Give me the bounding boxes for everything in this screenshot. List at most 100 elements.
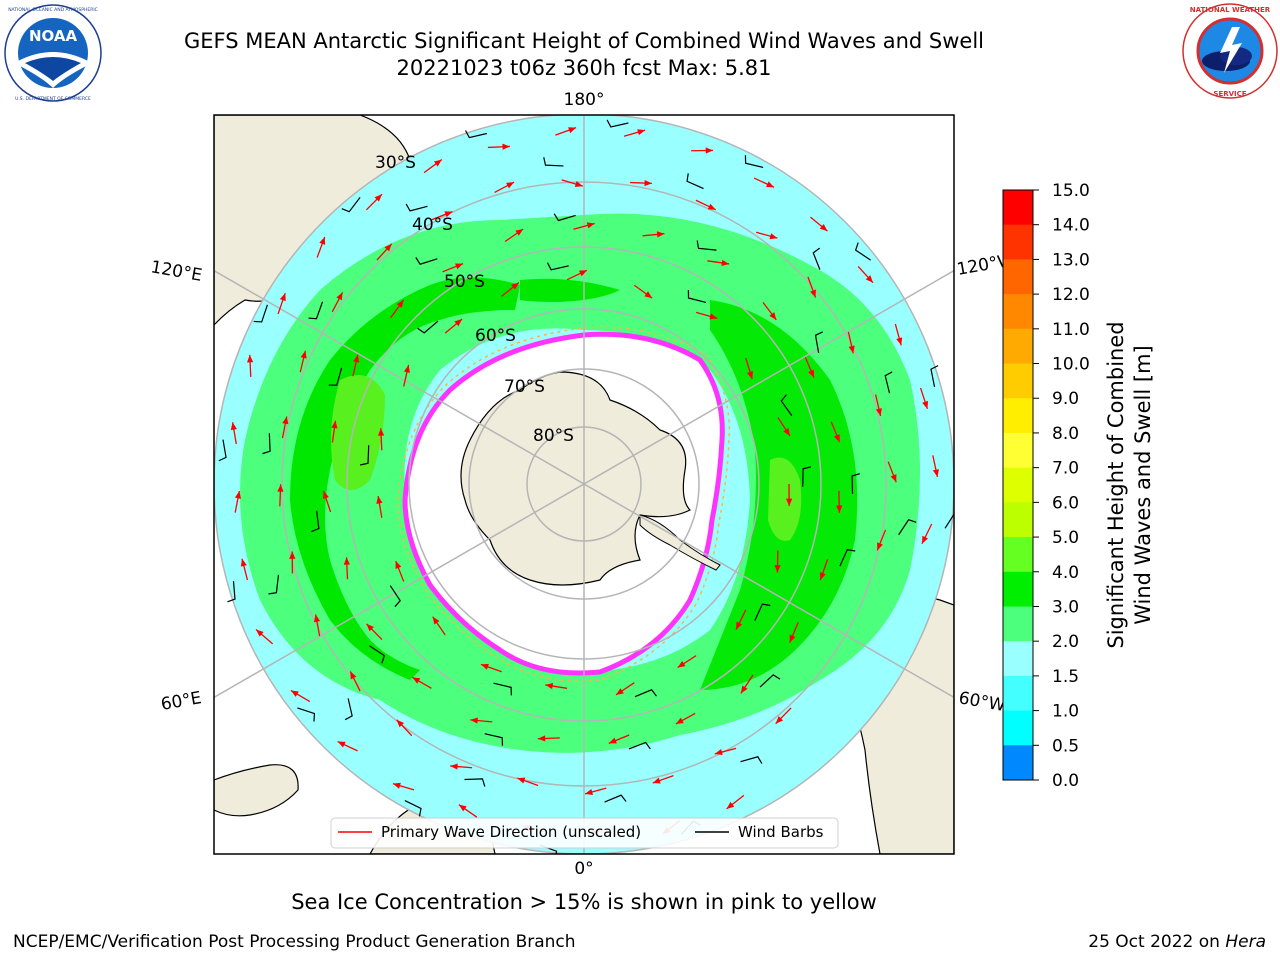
wind-barb [740, 756, 763, 764]
wave-direction-arrowhead [444, 211, 453, 218]
wave-direction-arrowhead [517, 777, 526, 784]
wind-barb [696, 240, 717, 251]
wave-direction-arrowhead [808, 369, 814, 378]
wave-direction-arrowhead [506, 182, 515, 189]
lat-label-30s: 30°S [375, 153, 416, 173]
wind-barb [851, 473, 860, 495]
wave-direction-arrowhead [545, 682, 554, 690]
wave-direction-arrowhead [568, 127, 577, 134]
wind-barb [415, 257, 438, 265]
wave-direction-arrowhead [637, 129, 646, 136]
wind-barb [484, 733, 504, 746]
lon-label-upper-left: 120°E [149, 257, 203, 286]
wind-barb [759, 674, 781, 688]
wave-direction-arrowhead [585, 788, 593, 795]
lat-label-80s: 80°S [533, 426, 574, 446]
colorbar-tick-label: 2.0 [1052, 632, 1079, 652]
colorbar-tick-label: 4.0 [1052, 563, 1079, 583]
wave-direction-arrowhead [819, 223, 828, 232]
colorbar-tick-label: 7.0 [1052, 459, 1079, 479]
wave-direction-arrowhead [766, 181, 775, 188]
sea-ice-note: Sea Ice Concentration > 15% is shown in … [291, 890, 877, 914]
wave-direction-arrowhead [350, 671, 357, 680]
colorbar-swatch [1003, 745, 1033, 781]
wind-barb [687, 289, 707, 303]
wind-barb [464, 130, 487, 139]
wave-direction-arrowhead [454, 319, 463, 327]
wind-barb [404, 800, 422, 817]
colorbar-swatch [1003, 190, 1033, 226]
svg-text:NATIONAL OCEANIC AND ATMOSPHER: NATIONAL OCEANIC AND ATMOSPHERIC [8, 7, 98, 13]
lat-label-60s: 60°S [475, 326, 516, 346]
wind-barb [227, 581, 236, 603]
wave-direction-arrowhead [932, 469, 939, 477]
wave-direction-arrowhead [319, 236, 326, 245]
svg-text:SERVICE: SERVICE [1213, 90, 1246, 98]
wave-direction-arrowhead [378, 428, 385, 436]
wave-direction-arrowhead [470, 717, 478, 724]
wind-barb [308, 301, 324, 320]
wave-direction-arrowhead [783, 427, 790, 436]
colorbar-tick-label: 3.0 [1052, 597, 1079, 617]
colorbar-swatch [1003, 224, 1033, 260]
wave-direction-arrowhead [709, 313, 718, 320]
map-legend: Primary Wave Direction (unscaled) Wind B… [330, 817, 839, 849]
legend-barb-label: Wind Barbs [738, 823, 824, 841]
wind-barb [344, 698, 353, 721]
wave-direction-arrowhead [376, 496, 383, 504]
wind-barb [754, 603, 771, 621]
svg-text:U.S. DEPARTMENT OF COMMERCE: U.S. DEPARTMENT OF COMMERCE [15, 96, 91, 102]
wind-barb [898, 519, 917, 536]
footer-host: Hera [1225, 932, 1266, 952]
wave-direction-arrowhead [343, 557, 350, 565]
wind-barb [628, 741, 651, 750]
wave-direction-arrowhead [392, 782, 401, 789]
lon-label-top: 180° [564, 90, 605, 110]
wave-direction-arrowhead [246, 354, 254, 363]
wind-barb [493, 682, 512, 696]
sea-ice-edge [402, 331, 725, 676]
wave-direction-arrowhead [403, 364, 410, 373]
wave-direction-arrowhead [313, 614, 321, 623]
colorbar: 15.0 14.0 13.0 12.0 11.0 10.0 9.0 8.0 7.0 6.0 5.0 4… [1002, 181, 1090, 791]
wind-barb [814, 331, 824, 354]
svg-text:NOAA: NOAA [29, 27, 78, 45]
wind-barb [297, 707, 316, 722]
wave-direction-arrowhead [736, 621, 743, 630]
colorbar-tick-label: 12.0 [1052, 285, 1090, 305]
wind-barb [839, 549, 856, 567]
colorbar-tick-label: 11.0 [1052, 320, 1090, 340]
colorbar-swatch [1003, 641, 1033, 677]
wave-direction-arrowhead [726, 801, 735, 809]
colorbar-tick-label: 0.5 [1052, 736, 1079, 756]
wind-barb [369, 645, 386, 664]
wave-direction-arrowhead [502, 143, 510, 150]
wave-direction-arrowhead [890, 474, 897, 483]
wind-barb [360, 445, 370, 466]
wind-barb [884, 371, 893, 394]
wave-direction-arrowhead [455, 263, 464, 270]
wave-direction-arrowhead [290, 690, 299, 697]
colorbar-swatch [1003, 259, 1033, 295]
wave-direction-arrowhead [615, 688, 624, 695]
wave-direction-arrowhead [322, 491, 329, 500]
colorbar-tick-label: 13.0 [1052, 250, 1090, 270]
wave-direction-arrowhead [896, 337, 903, 346]
colorbar-swatch [1003, 467, 1033, 503]
colorbar-swatch [1003, 710, 1033, 746]
wave-band-5-6m [331, 375, 385, 490]
wind-barb [328, 367, 343, 386]
wind-barb [686, 173, 704, 190]
wave-direction-arrowhead [877, 542, 883, 551]
colorbar-tick-label: 6.0 [1052, 493, 1079, 513]
wind-barb [930, 365, 939, 387]
wave-direction-arrowhead [434, 159, 442, 167]
wave-direction-arrowhead [279, 293, 286, 302]
wave-direction-arrowhead [331, 420, 338, 429]
lon-label-lower-right: 60°W [957, 688, 1007, 716]
wave-direction-arrowhead [714, 749, 723, 756]
wave-direction-arrowhead [721, 259, 730, 266]
wave-direction-arrowhead [412, 677, 421, 684]
chart-title: GEFS MEAN Antarctic Significant Height o… [183, 29, 985, 53]
